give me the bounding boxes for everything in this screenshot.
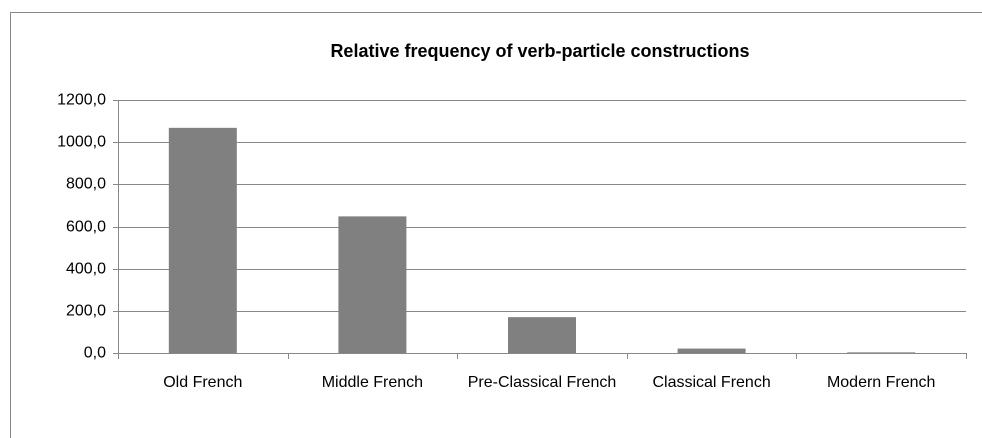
x-tick-label: Middle French: [321, 374, 424, 391]
bar: [338, 216, 407, 353]
y-tick-label: 0,0: [84, 345, 106, 362]
bar: [508, 317, 576, 353]
bar: [168, 127, 237, 353]
y-tick-label: 400,0: [66, 261, 106, 278]
y-tick-label: 800,0: [66, 176, 106, 193]
y-tick-label: 200,0: [66, 303, 106, 320]
bar: [847, 352, 916, 353]
x-tick-label: Modern French: [826, 374, 936, 391]
x-tick-label: Old French: [163, 374, 243, 391]
chart-title: Relative frequency of verb-particle cons…: [330, 41, 749, 61]
x-tick-label: Classical French: [652, 374, 771, 391]
y-tick-label: 1000,0: [57, 134, 106, 151]
x-tick-label: Pre-Classical French: [467, 374, 617, 391]
bar: [677, 348, 746, 353]
y-tick-label: 600,0: [66, 219, 106, 236]
y-tick-label: 1200,0: [57, 92, 106, 109]
